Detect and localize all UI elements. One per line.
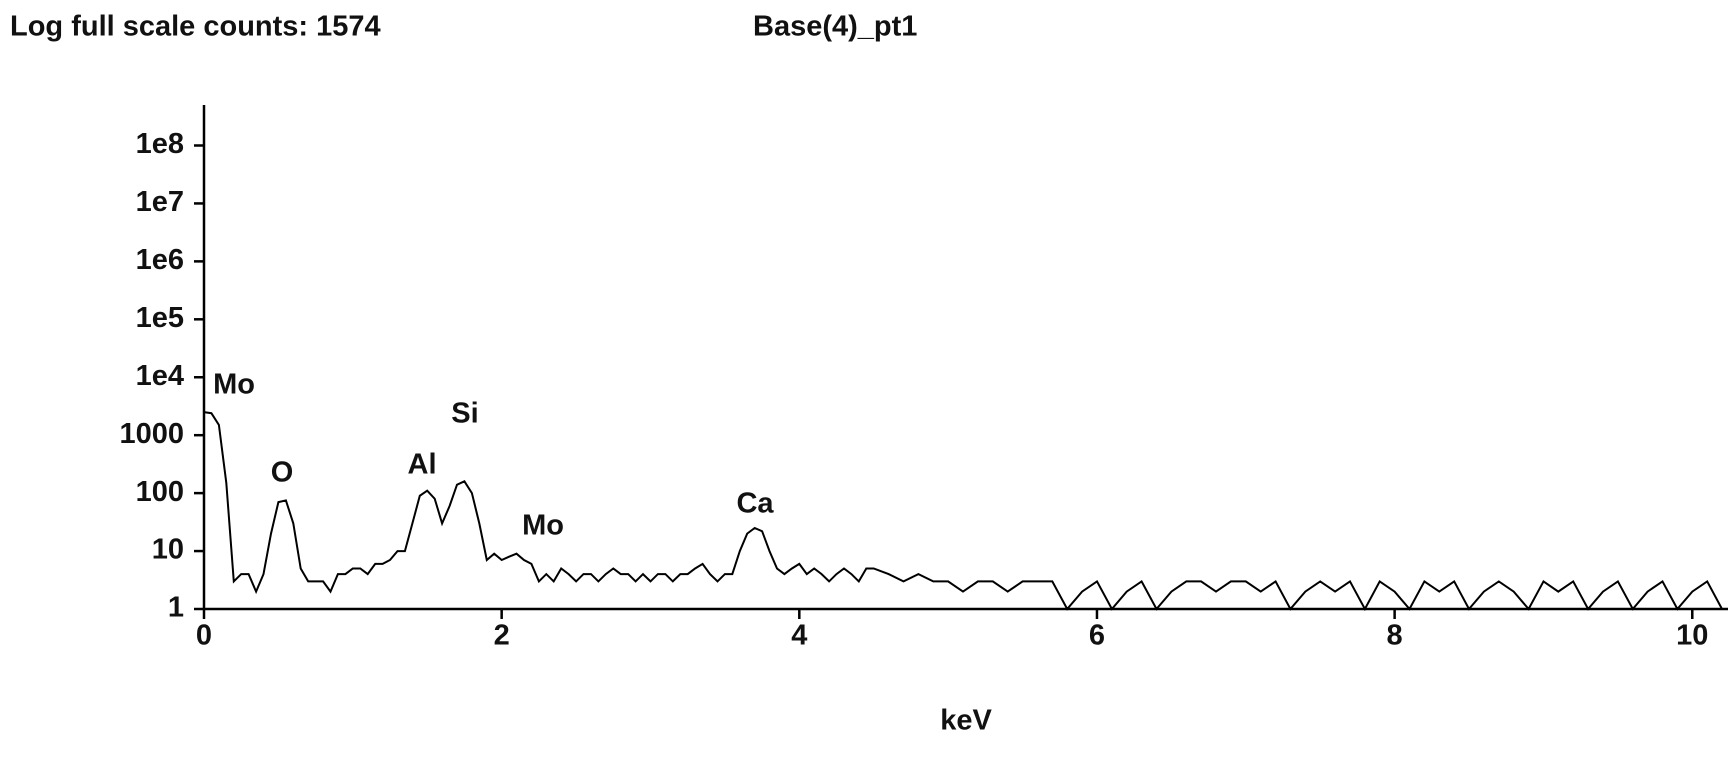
- peak-label: O: [271, 457, 294, 489]
- y-tick-label: 1e8: [136, 128, 184, 160]
- x-tick-label: 6: [1089, 620, 1105, 652]
- x-tick-label: 4: [791, 620, 807, 652]
- x-tick-label: 2: [494, 620, 510, 652]
- peak-label: Si: [451, 398, 478, 430]
- peak-label: Ca: [736, 488, 774, 520]
- y-tick-label: 1e4: [136, 360, 184, 392]
- peak-label: Al: [408, 449, 437, 481]
- x-axis-label: keV: [940, 705, 992, 737]
- spectrum-line: [203, 411, 1723, 612]
- peak-label: Mo: [522, 510, 564, 542]
- x-tick-label: 0: [196, 620, 212, 652]
- y-tick-label: 100: [136, 476, 184, 508]
- y-tick-label: 1000: [119, 418, 184, 450]
- y-tick-label: 1e7: [136, 186, 184, 218]
- chart-title: Log full scale counts: 1574: [10, 11, 381, 43]
- y-tick-label: 1e6: [136, 244, 184, 276]
- y-tick-label: 10: [152, 534, 184, 566]
- y-tick-label: 1e5: [136, 302, 184, 334]
- y-tick-label: 1: [168, 592, 184, 624]
- x-tick-label: 8: [1387, 620, 1403, 652]
- x-tick-label: 10: [1676, 620, 1708, 652]
- chart-subtitle: Base(4)_pt1: [753, 11, 917, 43]
- peak-label: Mo: [213, 369, 255, 401]
